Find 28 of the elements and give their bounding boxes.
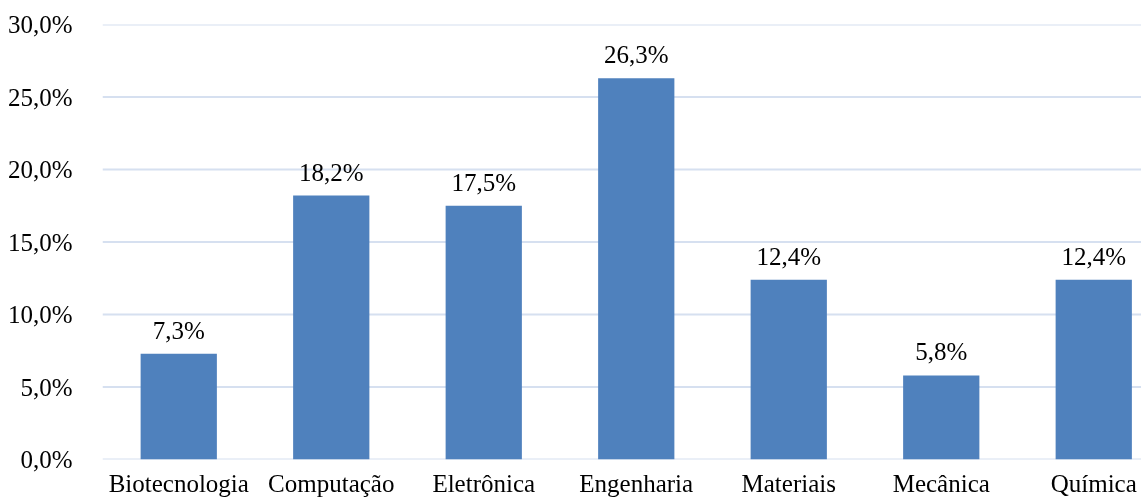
bar — [445, 205, 522, 460]
bar — [750, 279, 827, 460]
x-tick-label: Eletrônica — [432, 469, 536, 497]
y-tick-label: 5,0% — [20, 373, 73, 401]
y-tick-label: 0,0% — [20, 446, 73, 473]
data-label: 18,2% — [298, 158, 364, 186]
bar — [903, 375, 980, 460]
bar — [140, 353, 217, 460]
data-label: 7,3% — [152, 316, 205, 344]
x-tick-label: Materiais — [741, 469, 836, 497]
y-tick-label: 20,0% — [7, 156, 73, 183]
x-tick-label: Mecânica — [892, 469, 990, 497]
data-label: 12,4% — [1061, 242, 1127, 270]
data-label: 17,5% — [451, 168, 517, 196]
bar — [293, 195, 370, 460]
data-label: 26,3% — [603, 41, 669, 69]
x-tick-label: Engenharia — [579, 469, 694, 497]
y-tick-label: 25,0% — [7, 83, 73, 111]
x-tick-label: Biotecnologia — [108, 469, 249, 497]
y-tick-label: 30,0% — [7, 11, 73, 38]
y-tick-label: 15,0% — [7, 228, 73, 256]
data-label: 12,4% — [756, 242, 822, 270]
x-tick-label: Química — [1050, 469, 1137, 497]
bar — [1055, 279, 1132, 460]
bar — [598, 78, 675, 460]
x-tick-label: Computação — [268, 469, 395, 497]
y-tick-label: 10,0% — [7, 301, 73, 328]
data-label: 5,8% — [915, 338, 968, 366]
